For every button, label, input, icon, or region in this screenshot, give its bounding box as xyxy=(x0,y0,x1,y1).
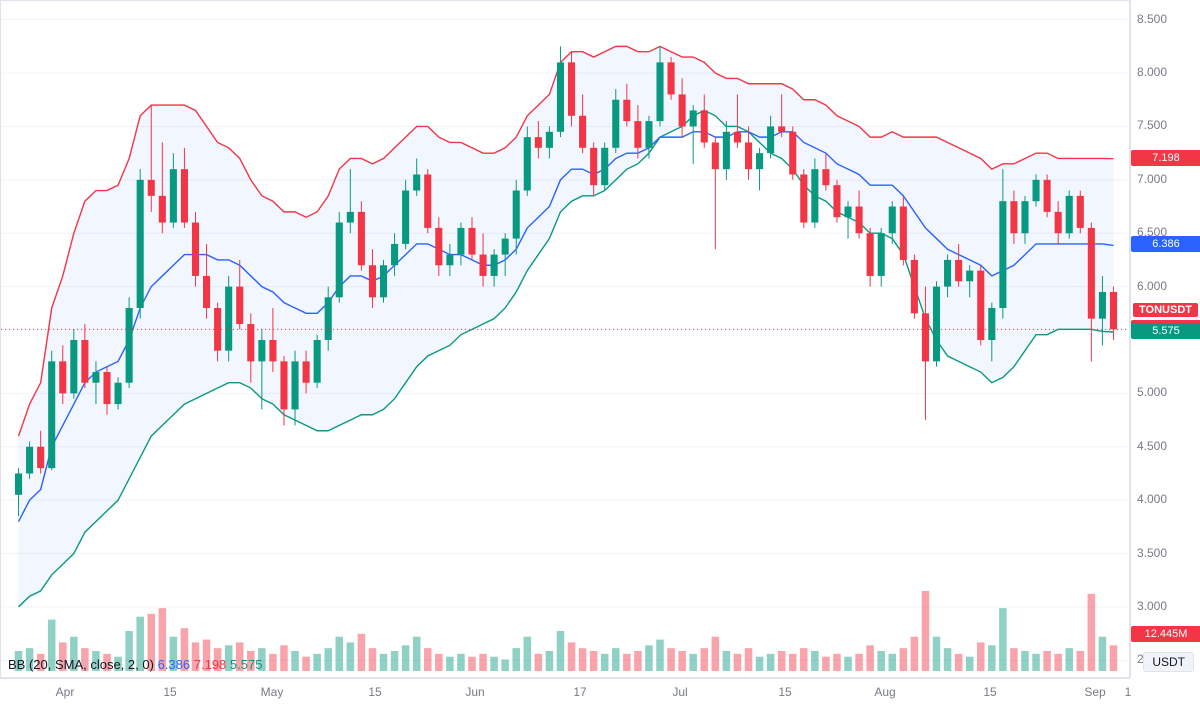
x-tick-label: Jun xyxy=(465,685,484,699)
x-tick-label: 15 xyxy=(368,685,381,699)
bb-indicator-legend[interactable]: BB (20, SMA, close, 2, 0) 6.386 7.198 5.… xyxy=(8,657,262,672)
y-tick-label: 4.500 xyxy=(1137,439,1167,453)
x-axis: Apr 15 May 15 Jun 17 Jul 15 Aug 15 Sep 1 xyxy=(0,678,1130,708)
y-axis: TONUSDT 2.5003.0003.5004.0004.5005.0005.… xyxy=(1130,0,1200,678)
y-tick-label: 8.500 xyxy=(1137,12,1167,26)
x-tick-label: Jul xyxy=(672,685,687,699)
price-chart[interactable] xyxy=(0,0,1130,678)
x-tick-label: 1 xyxy=(1125,685,1132,699)
price-marker: 7.198 xyxy=(1131,150,1200,166)
y-tick-label: 7.500 xyxy=(1137,118,1167,132)
x-tick-label: 15 xyxy=(983,685,996,699)
x-tick-label: Apr xyxy=(56,685,75,699)
x-tick-label: May xyxy=(261,685,284,699)
currency-badge[interactable]: USDT xyxy=(1143,652,1194,672)
y-tick-label: 7.000 xyxy=(1137,172,1167,186)
bb-lower-value: 5.575 xyxy=(230,657,263,672)
y-tick-label: 4.000 xyxy=(1137,492,1167,506)
y-tick-label: 8.000 xyxy=(1137,65,1167,79)
y-tick-label: 6.000 xyxy=(1137,279,1167,293)
x-tick-label: 17 xyxy=(573,685,586,699)
symbol-badge: TONUSDT xyxy=(1133,303,1198,317)
x-tick-label: 15 xyxy=(163,685,176,699)
price-marker: 5.575 xyxy=(1131,323,1200,339)
x-tick-label: Aug xyxy=(874,685,895,699)
chart-canvas xyxy=(1,1,1129,677)
x-tick-label: Sep xyxy=(1084,685,1105,699)
bb-mid-value: 6.386 xyxy=(158,657,191,672)
bb-upper-value: 7.198 xyxy=(194,657,227,672)
y-tick-label: 3.000 xyxy=(1137,599,1167,613)
bb-legend-label: BB (20, SMA, close, 2, 0) xyxy=(8,657,154,672)
y-tick-label: 5.000 xyxy=(1137,385,1167,399)
y-tick-label: 3.500 xyxy=(1137,546,1167,560)
price-marker: 12.445M xyxy=(1131,626,1200,642)
x-tick-label: 15 xyxy=(778,685,791,699)
price-marker: 6.386 xyxy=(1131,236,1200,252)
